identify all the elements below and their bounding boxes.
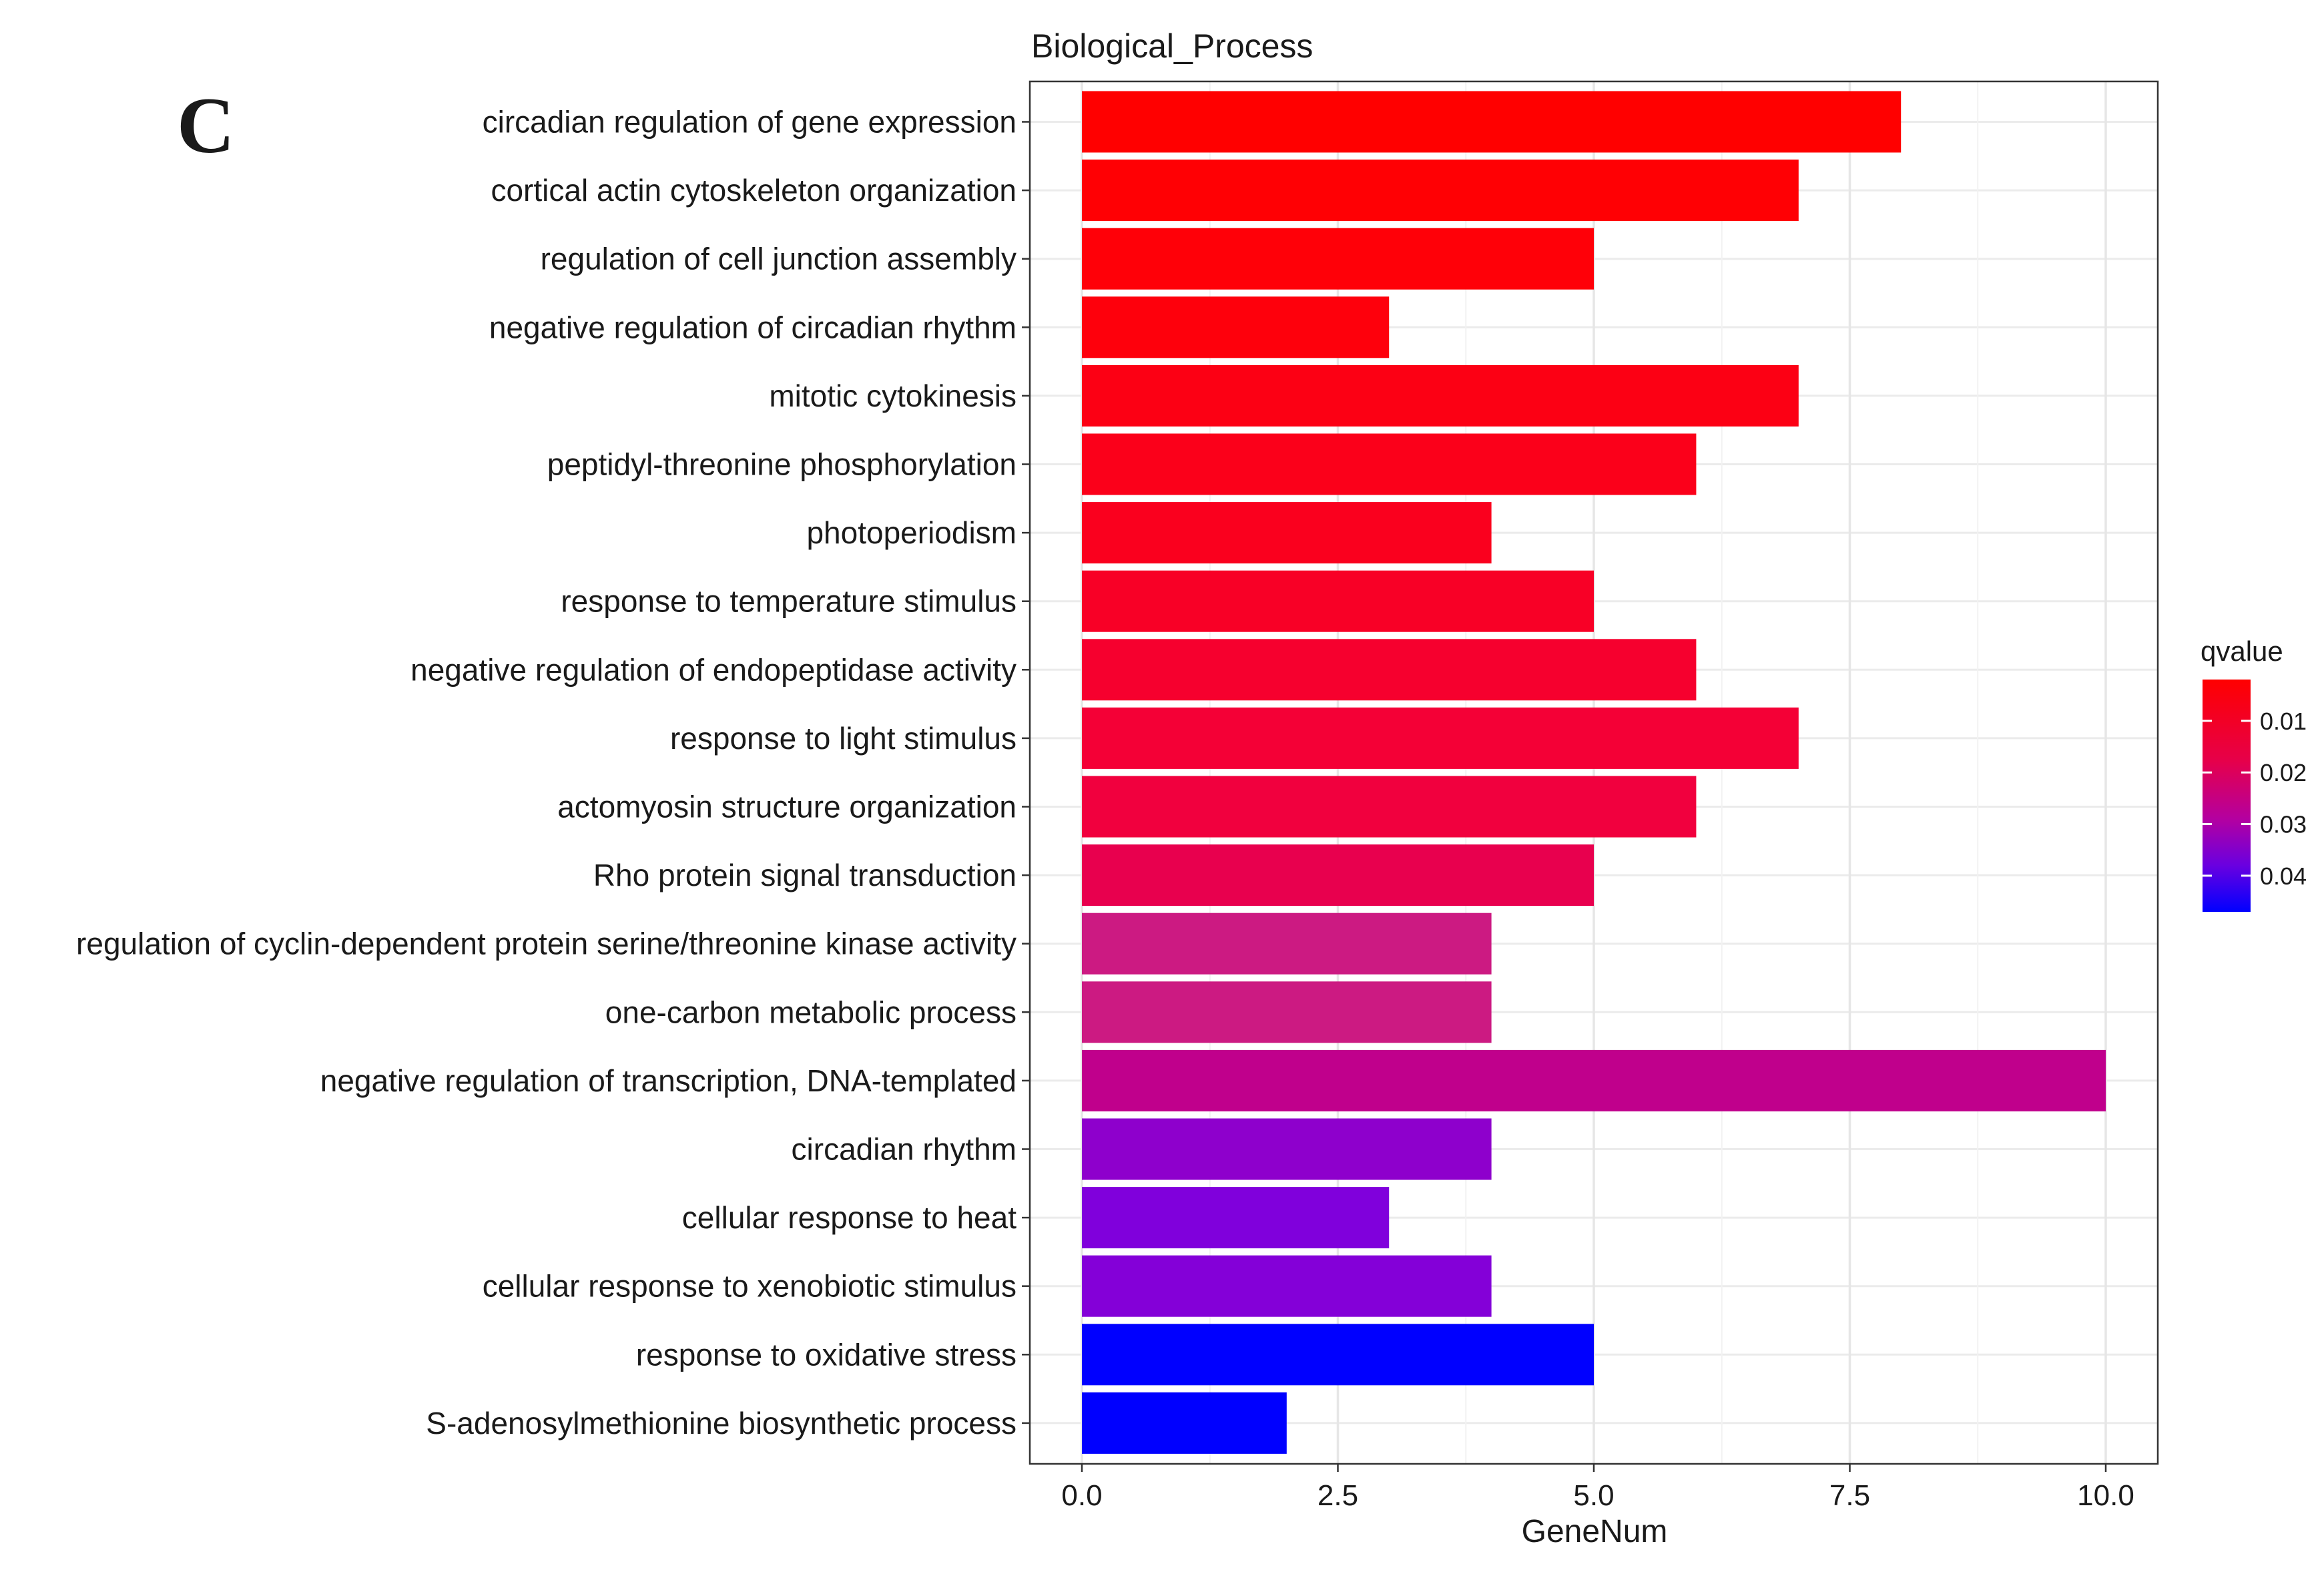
chart-title: Biological_Process bbox=[1031, 27, 1313, 65]
x-axis-title: GeneNum bbox=[1522, 1514, 1668, 1549]
legend-tick-label: 0.04 bbox=[2260, 862, 2307, 890]
y-tick-label: negative regulation of transcription, DN… bbox=[320, 1063, 1016, 1098]
y-tick-labels: circadian regulation of gene expression c… bbox=[76, 105, 1030, 1441]
bar bbox=[1082, 1324, 1594, 1386]
y-tick-label: regulation of cell junction assembly bbox=[541, 242, 1016, 276]
legend-tick-label: 0.01 bbox=[2260, 708, 2307, 735]
bar bbox=[1082, 1187, 1390, 1249]
bar bbox=[1082, 912, 1492, 975]
legend-ticks: 0.01 0.02 0.03 0.04 bbox=[2203, 708, 2307, 890]
y-tick-label: photoperiodism bbox=[806, 515, 1016, 550]
y-tick-label: cellular response to xenobiotic stimulus bbox=[483, 1269, 1016, 1304]
bar bbox=[1082, 639, 1697, 701]
y-tick-label: cellular response to heat bbox=[682, 1200, 1016, 1235]
bar bbox=[1082, 160, 1799, 222]
y-tick-label: circadian rhythm bbox=[792, 1132, 1016, 1167]
bar bbox=[1082, 364, 1799, 427]
legend-colorbar bbox=[2203, 680, 2251, 912]
bar bbox=[1082, 502, 1492, 564]
bar bbox=[1082, 1255, 1492, 1317]
y-tick-label: actomyosin structure organization bbox=[557, 790, 1016, 824]
bar bbox=[1082, 1049, 2106, 1111]
y-tick-label: peptidyl-threonine phosphorylation bbox=[547, 447, 1016, 482]
y-tick-label: response to light stimulus bbox=[670, 721, 1016, 756]
bar bbox=[1082, 228, 1594, 290]
y-tick-label: response to temperature stimulus bbox=[561, 584, 1016, 619]
x-tick-label: 7.5 bbox=[1829, 1479, 1870, 1512]
bar bbox=[1082, 707, 1799, 769]
qvalue-legend: qvalue 0.01 0.02 0.03 0.04 bbox=[2201, 635, 2307, 912]
y-tick-label: S-adenosylmethionine biosynthetic proces… bbox=[426, 1406, 1016, 1441]
bar bbox=[1082, 570, 1594, 632]
bar-layer bbox=[1082, 91, 2106, 1454]
bar bbox=[1082, 981, 1492, 1043]
panel-label: C bbox=[177, 81, 235, 170]
y-tick-label: cortical actin cytoskeleton organization bbox=[491, 173, 1016, 208]
y-tick-label: negative regulation of endopeptidase act… bbox=[410, 652, 1016, 687]
x-tick-label: 0.0 bbox=[1061, 1479, 1102, 1512]
y-tick-label: mitotic cytokinesis bbox=[769, 378, 1016, 413]
bar bbox=[1082, 1118, 1492, 1180]
x-tick-label: 5.0 bbox=[1573, 1479, 1614, 1512]
x-axis: 0.0 2.5 5.0 7.5 10.0 bbox=[1061, 1464, 2134, 1512]
bar bbox=[1082, 296, 1390, 358]
bar bbox=[1082, 1392, 1287, 1454]
plot-panel-border bbox=[1029, 80, 2159, 1465]
x-tick-label: 2.5 bbox=[1318, 1479, 1358, 1512]
legend-title: qvalue bbox=[2201, 635, 2283, 667]
y-tick-label: negative regulation of circadian rhythm bbox=[489, 310, 1016, 344]
y-tick-label: circadian regulation of gene expression bbox=[483, 105, 1016, 140]
y-tick-label: Rho protein signal transduction bbox=[593, 858, 1016, 892]
legend-tick-label: 0.03 bbox=[2260, 811, 2307, 838]
bar bbox=[1082, 844, 1594, 906]
bar bbox=[1082, 433, 1697, 495]
legend-tick-label: 0.02 bbox=[2260, 759, 2307, 786]
bar bbox=[1082, 776, 1697, 838]
y-tick-label: regulation of cyclin-dependent protein s… bbox=[76, 927, 1016, 961]
bar bbox=[1082, 91, 1902, 153]
y-tick-label: response to oxidative stress bbox=[636, 1337, 1016, 1372]
x-tick-label: 10.0 bbox=[2077, 1479, 2134, 1512]
y-tick-label: one-carbon metabolic process bbox=[605, 995, 1016, 1029]
